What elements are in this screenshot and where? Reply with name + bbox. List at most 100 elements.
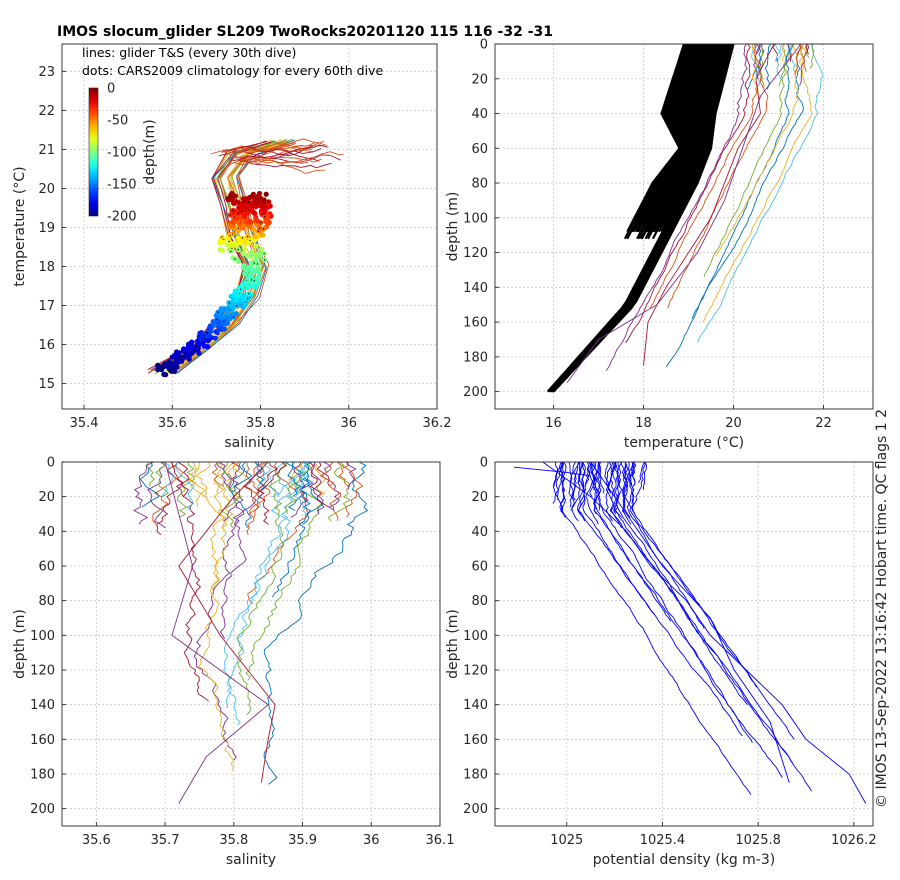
climatology-dot	[175, 359, 181, 365]
y-tick-label: 23	[38, 65, 55, 80]
x-tick-label: 35.6	[158, 416, 187, 431]
glider-salinity-profile	[193, 462, 262, 761]
y-tick-label: 160	[463, 316, 488, 331]
glider-salinity-profile	[294, 462, 310, 515]
glider-temp-profile	[805, 44, 809, 55]
climatology-dot-center	[238, 292, 241, 295]
glider-density-profile	[597, 462, 783, 778]
climatology-dot	[241, 204, 247, 210]
glider-salinity-profile	[288, 462, 302, 487]
y-tick-label: 120	[463, 664, 488, 679]
axes-box	[494, 43, 874, 410]
panel-temp_depth: 16 18 20 22 0 20 40 60 80 100 120 140 160 180 200 tempe…	[445, 38, 874, 451]
climatology-dot	[250, 202, 256, 208]
climatology-dot	[253, 243, 259, 249]
climatology-dot-center	[264, 216, 266, 218]
glider-salinity-profile	[226, 462, 305, 726]
climatology-dot-center	[259, 197, 262, 199]
climatology-dot	[253, 284, 259, 290]
climatology-dot-center	[260, 209, 263, 212]
glider-salinity-profile	[152, 462, 183, 525]
x-axis-label: salinity	[226, 852, 276, 868]
climatology-dot-center	[267, 201, 270, 203]
panel-dens_depth: 1025 1025.4 1025.8 1026.2 0 20 40 60 80 100 120 140…	[445, 456, 877, 869]
plot-area	[147, 138, 344, 378]
glider-surface-line	[226, 143, 313, 152]
y-tick-label: 80	[38, 594, 55, 609]
glider-salinity-profile	[256, 462, 287, 494]
glider-density-profile	[626, 462, 705, 629]
x-axis-label: temperature (°C)	[624, 435, 744, 451]
climatology-dot-center	[241, 237, 244, 239]
glider-temp-profile	[772, 44, 779, 62]
climatology-dot-center	[238, 207, 240, 209]
climatology-dot	[240, 250, 247, 257]
glider-salinity-profile	[228, 462, 252, 529]
colorbar-tick-label: -150	[107, 178, 137, 193]
glider-salinity-profile	[256, 462, 272, 508]
climatology-dot-center	[229, 234, 231, 237]
y-tick-label: 40	[471, 525, 488, 540]
y-tick-label: 200	[30, 802, 55, 817]
climatology-dot-center	[228, 240, 230, 243]
climatology-dot-center	[184, 356, 187, 358]
glider-salinity-profile	[299, 462, 314, 525]
x-tick-label: 20	[725, 416, 742, 431]
panel-ts: 35.4 35.6 35.8 36 36.2 15 16 17 18 19 20 21 22 23 sali…	[12, 43, 451, 451]
glider-density-profile	[591, 462, 601, 515]
axes-box	[61, 43, 438, 410]
glider-salinity-profile	[310, 462, 325, 515]
glider-density-profile	[613, 462, 620, 515]
glider-salinity-profile	[177, 462, 190, 497]
y-tick-label: 120	[463, 246, 488, 261]
y-tick-label: 140	[30, 698, 55, 713]
climatology-dot	[252, 234, 258, 240]
glider-salinity-profile	[188, 462, 227, 591]
y-tick-label: 21	[38, 143, 55, 158]
glider-temp-profile	[566, 44, 802, 384]
glider-salinity-profile	[147, 462, 166, 529]
y-tick-label: 16	[38, 338, 55, 353]
glider-density-profile	[608, 462, 623, 518]
glider-salinity-profile	[320, 462, 341, 521]
glider-salinity-profile	[133, 462, 154, 525]
climatology-dot	[234, 219, 240, 225]
glider-density-profile	[615, 462, 748, 705]
climatology-dot-center	[189, 343, 192, 345]
climatology-dot	[174, 364, 180, 370]
x-tick-label: 35.8	[219, 833, 248, 848]
climatology-dot	[240, 196, 246, 202]
y-tick-label: 180	[463, 350, 488, 365]
y-tick-label: 18	[38, 260, 55, 275]
climatology-dot	[205, 344, 211, 350]
climatology-dot-center	[234, 195, 236, 197]
x-tick-label: 35.6	[82, 833, 111, 848]
climatology-dot	[251, 227, 257, 233]
colorbar	[88, 87, 99, 217]
glider-salinity-profile	[263, 462, 369, 785]
glider-salinity-profile	[218, 462, 244, 522]
climatology-dot-center	[249, 239, 251, 242]
climatology-dot-center	[195, 345, 198, 348]
climatology-dot-center	[256, 263, 259, 265]
climatology-dot-center	[234, 216, 236, 218]
climatology-dot	[241, 296, 247, 302]
climatology-dot	[240, 223, 246, 229]
glider-density-profile	[514, 466, 591, 477]
climatology-dot-center	[239, 288, 242, 291]
climatology-dot	[245, 210, 251, 216]
glider-density-profile	[622, 462, 757, 688]
glider-surface-line	[233, 157, 326, 174]
climatology-dot-center	[223, 320, 225, 323]
glider-density-profile	[559, 462, 752, 796]
glider-temp-profile	[625, 44, 751, 344]
glider-temp-profile	[774, 44, 783, 62]
climatology-dot	[258, 246, 265, 252]
climatology-dot-center	[207, 339, 210, 341]
x-tick-label: 1026.2	[831, 833, 877, 848]
glider-surface-line	[241, 148, 322, 159]
glider-surface-line	[232, 144, 329, 162]
climatology-dot-center	[257, 230, 260, 232]
glider-salinity-profile	[287, 462, 302, 498]
x-axis-label: potential density (kg m-3)	[593, 852, 775, 868]
